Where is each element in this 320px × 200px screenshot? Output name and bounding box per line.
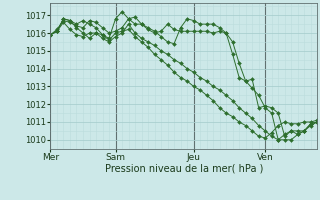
X-axis label: Pression niveau de la mer( hPa ): Pression niveau de la mer( hPa ) <box>105 163 263 173</box>
